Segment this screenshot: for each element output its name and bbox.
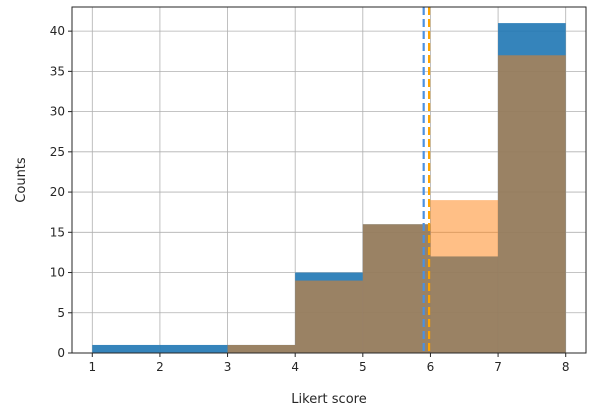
x-tick-label: 4 bbox=[291, 360, 299, 374]
bar-series-2 bbox=[430, 200, 499, 353]
x-tick-label: 5 bbox=[359, 360, 367, 374]
x-axis-ticks: 1 2 3 4 5 6 7 8 bbox=[88, 353, 570, 374]
y-tick-label: 20 bbox=[50, 185, 65, 199]
y-axis-label: Counts bbox=[14, 157, 29, 203]
y-axis-ticks: 0 5 10 15 20 25 30 35 40 bbox=[50, 24, 72, 360]
bar-series-1 bbox=[159, 344, 228, 353]
bar-series-2 bbox=[362, 224, 431, 353]
y-tick-label: 40 bbox=[50, 24, 65, 38]
bar-series-2 bbox=[498, 55, 566, 354]
reference-lines bbox=[422, 7, 431, 353]
x-tick-label: 2 bbox=[156, 360, 164, 374]
plot-frame bbox=[71, 6, 587, 354]
y-tick-label: 25 bbox=[50, 145, 65, 159]
x-tick-label: 6 bbox=[427, 360, 435, 374]
bar-series-2 bbox=[227, 344, 296, 353]
y-tick-label: 30 bbox=[50, 105, 65, 119]
x-axis-label: Likert score bbox=[291, 392, 366, 407]
x-tick-label: 7 bbox=[494, 360, 502, 374]
y-tick-label: 15 bbox=[50, 225, 65, 239]
x-tick-label: 3 bbox=[224, 360, 232, 374]
y-tick-label: 10 bbox=[50, 266, 65, 280]
y-tick-label: 5 bbox=[57, 306, 65, 320]
bar-series-1 bbox=[92, 344, 160, 353]
y-tick-label: 35 bbox=[50, 64, 65, 78]
histogram-bars bbox=[92, 23, 566, 354]
y-tick-label: 0 bbox=[57, 346, 65, 360]
bar-series-2 bbox=[295, 280, 363, 353]
x-tick-label: 1 bbox=[88, 360, 96, 374]
x-tick-label: 8 bbox=[562, 360, 570, 374]
